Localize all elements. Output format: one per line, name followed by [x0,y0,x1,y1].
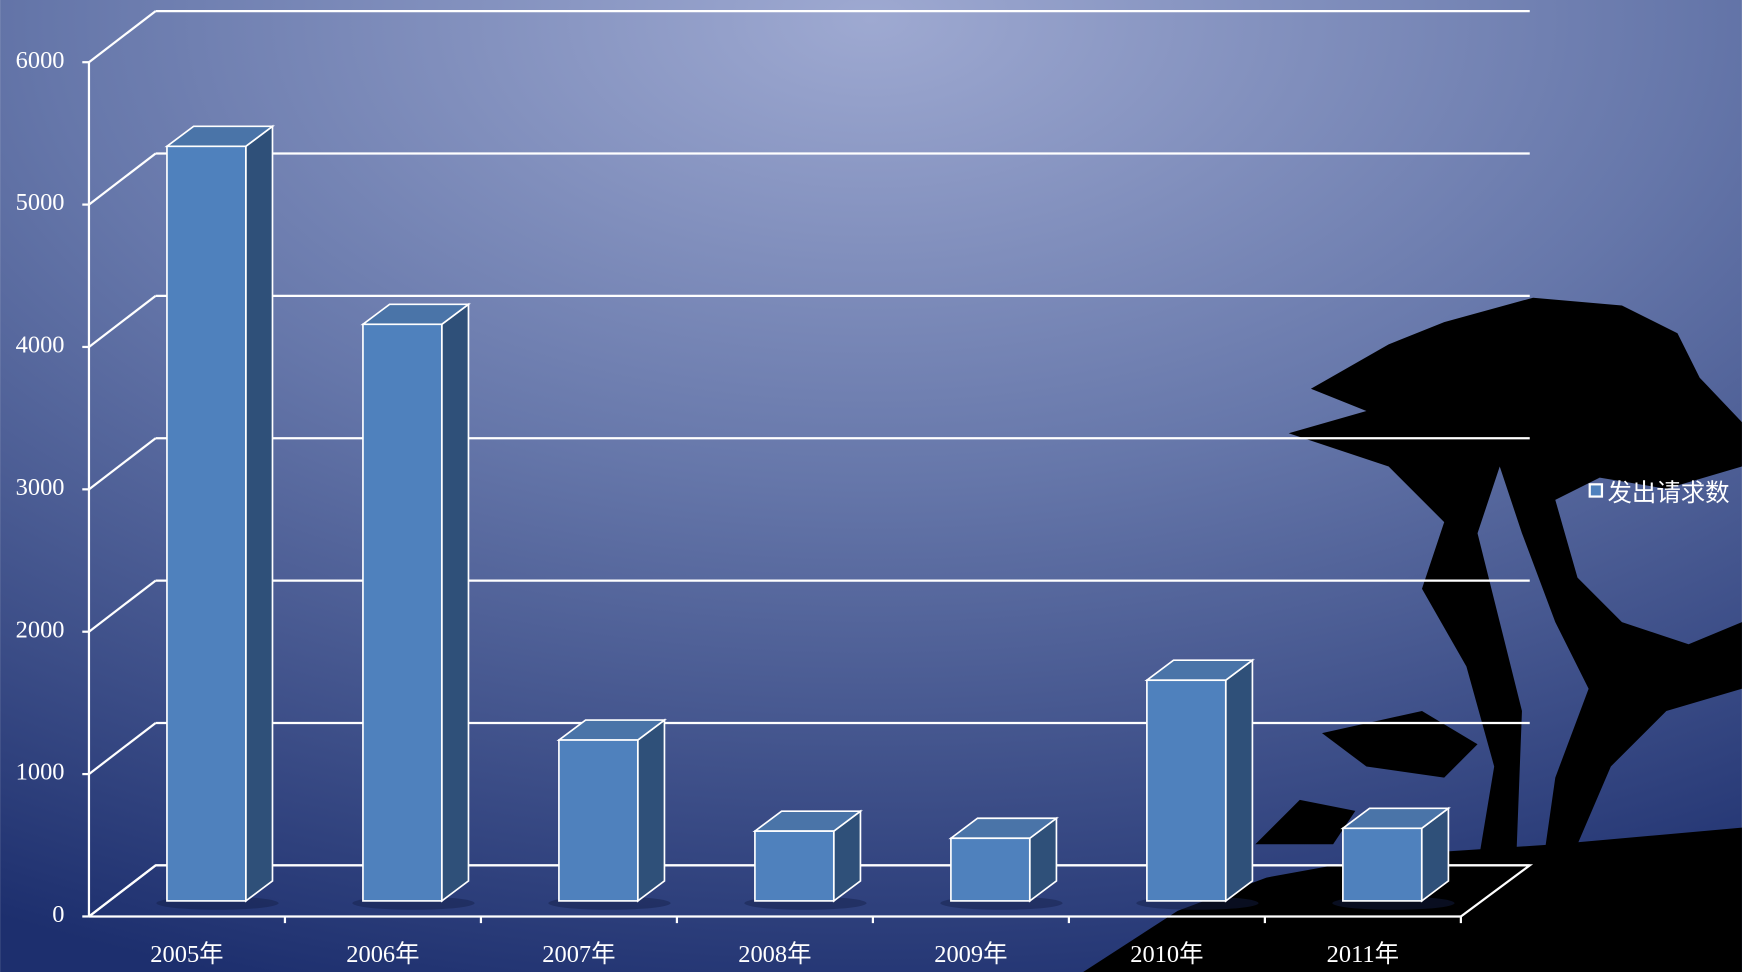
bar [950,837,1031,902]
bar [558,739,639,902]
y-tick-label: 4000 [16,332,65,359]
plot-area: 0 1000 2000 3000 4000 5000 6000 2005年 2006年 2007年… [16,9,1534,968]
x-tick-label: 2009年 [934,941,1007,968]
x-tick-label: 2010年 [1130,941,1203,968]
bar [754,830,835,902]
grid-line [88,579,157,633]
bar-side [1224,658,1254,903]
y-tick-label: 2000 [16,616,65,643]
x-tick-label: 2011年 [1327,941,1399,968]
y-tick-label: 3000 [16,474,65,501]
y-tick-label: 1000 [16,759,65,786]
grid-line [88,864,157,918]
y-tick-label: 0 [52,901,64,928]
y-tick-label: 6000 [16,47,65,74]
x-tick-label: 2005年 [150,941,223,968]
legend-swatch [1588,483,1604,498]
bar-side [440,302,470,903]
legend-label: 发出请求数 [1607,480,1729,507]
x-tick-label: 2008年 [738,941,811,968]
bar-side [636,718,666,903]
bar [1146,679,1227,902]
bar [166,145,247,902]
x-tick-label: 2007年 [542,941,615,968]
legend: 发出请求数 [1588,480,1730,507]
x-tick-label: 2006年 [346,941,419,968]
y-tick-label: 5000 [16,189,65,216]
grid-line [88,10,157,64]
bar [1342,827,1423,902]
bar-side [244,124,274,903]
grid-line [88,152,157,206]
bar [362,323,443,902]
grid-line [88,722,157,775]
grid-line [88,294,157,348]
grid-line [88,437,157,491]
